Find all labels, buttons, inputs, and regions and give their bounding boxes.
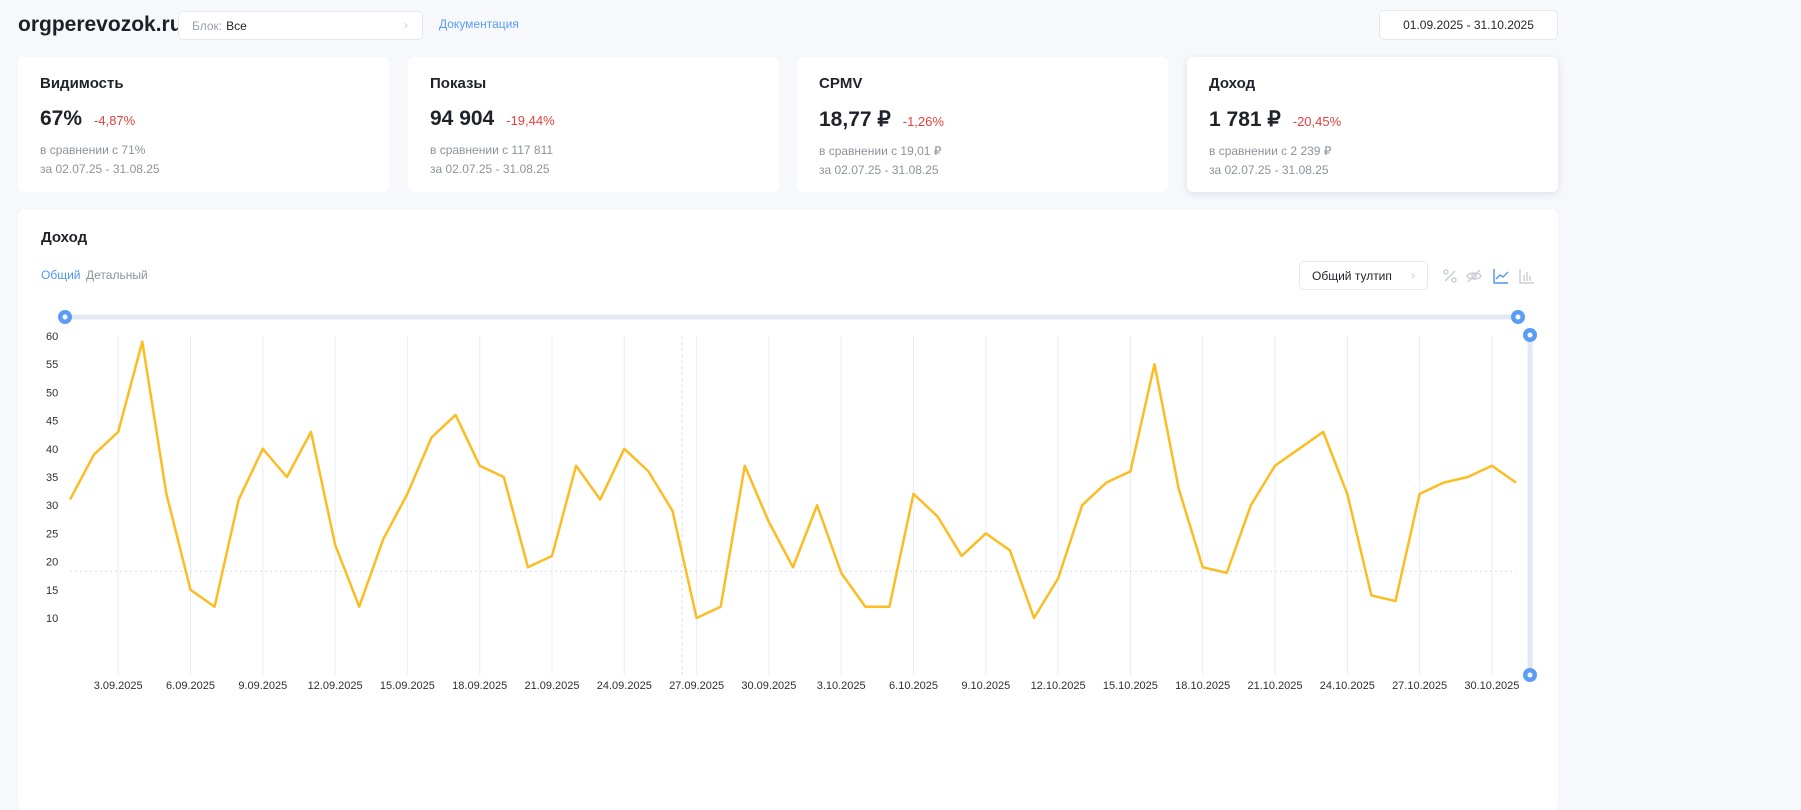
x-tick-label: 24.10.2025 xyxy=(1320,680,1375,692)
y-tick-label: 40 xyxy=(46,444,58,456)
x-tick-label: 30.10.2025 xyxy=(1464,680,1519,692)
handle-dot xyxy=(1515,314,1521,320)
metric-period: за 02.07.25 - 31.08.25 xyxy=(430,162,550,176)
metric-period: за 02.07.25 - 31.08.25 xyxy=(819,163,939,177)
eye-off-icon[interactable] xyxy=(1466,268,1482,284)
tab-general[interactable]: Общий xyxy=(41,268,81,282)
line-chart-icon[interactable] xyxy=(1493,268,1509,284)
x-tick-label: 3.10.2025 xyxy=(817,680,866,692)
y-tick-label: 35 xyxy=(46,472,58,484)
revenue-series-line xyxy=(68,340,1517,620)
metric-title: Видимость xyxy=(40,75,124,92)
metric-card[interactable]: Доход 1 781 ₽ -20,45% в сравнении с 2 239… xyxy=(1187,57,1558,192)
metric-card[interactable]: Показы 94 904 -19,44% в сравнении с 117 8… xyxy=(408,57,779,192)
metric-period: за 02.07.25 - 31.08.25 xyxy=(40,162,160,176)
tooltip-mode-value: Общий тултип xyxy=(1312,269,1392,283)
handle-dot xyxy=(62,314,68,320)
bar-chart-icon[interactable] xyxy=(1519,268,1535,284)
tooltip-mode-select[interactable]: Общий тултип › xyxy=(1299,261,1428,290)
x-tick-label: 15.10.2025 xyxy=(1103,680,1158,692)
chevron-right-icon: › xyxy=(1411,268,1415,282)
block-select[interactable]: Блок: Все › xyxy=(178,11,423,40)
y-tick-label: 50 xyxy=(46,387,58,399)
metric-compare: в сравнении с 2 239 ₽ xyxy=(1209,144,1332,158)
metric-compare: в сравнении с 117 811 xyxy=(430,143,554,157)
tab-detailed[interactable]: Детальный xyxy=(86,268,148,282)
y-tick-label: 55 xyxy=(46,359,58,371)
percent-icon[interactable] xyxy=(1442,268,1458,284)
x-tick-label: 30.09.2025 xyxy=(741,680,796,692)
x-tick-label: 15.09.2025 xyxy=(380,680,435,692)
x-tick-label: 12.09.2025 xyxy=(308,680,363,692)
metric-compare: в сравнении с 71% xyxy=(40,143,146,157)
x-tick-label: 24.09.2025 xyxy=(597,680,652,692)
site-title: orgperevozok.ru xyxy=(18,13,183,36)
y-tick-label: 15 xyxy=(46,585,58,597)
metric-value: 67% xyxy=(40,107,83,130)
revenue-line-chart: 3.09.2025 6.09.2025 9.09.2025 12.09.2025 15.… xyxy=(46,310,1537,692)
x-tick-label: 12.10.2025 xyxy=(1031,680,1086,692)
metric-value: 18,77 ₽ xyxy=(819,108,891,131)
x-tick-label: 9.09.2025 xyxy=(238,680,287,692)
x-tick-label: 6.09.2025 xyxy=(166,680,215,692)
metric-card[interactable]: Видимость 67% -4,87% в сравнении с 71% за … xyxy=(18,57,389,192)
metric-delta: -1,26% xyxy=(902,114,944,129)
date-range-picker[interactable]: 01.09.2025 - 31.10.2025 xyxy=(1379,10,1558,40)
y-tick-label: 20 xyxy=(46,557,58,569)
metric-delta: -4,87% xyxy=(94,113,136,128)
metric-value: 1 781 ₽ xyxy=(1209,108,1281,131)
x-tick-label: 18.10.2025 xyxy=(1175,680,1230,692)
chevron-right-icon: › xyxy=(404,18,408,32)
chart-title: Доход xyxy=(41,229,88,246)
handle-dot xyxy=(1527,332,1533,338)
y-tick-label: 10 xyxy=(46,613,58,625)
y-tick-label: 30 xyxy=(46,500,58,512)
metric-card[interactable]: CPMV 18,77 ₽ -1,26% в сравнении с 19,01 ₽… xyxy=(797,57,1168,192)
metric-delta: -20,45% xyxy=(1292,114,1342,129)
metric-value: 94 904 xyxy=(430,107,495,130)
metric-title: Показы xyxy=(430,75,487,92)
x-tick-label: 3.09.2025 xyxy=(94,680,143,692)
metric-compare: в сравнении с 19,01 ₽ xyxy=(819,144,942,158)
x-tick-label: 27.10.2025 xyxy=(1392,680,1447,692)
x-tick-label: 18.09.2025 xyxy=(452,680,507,692)
metric-title: Доход xyxy=(1209,75,1256,92)
handle-dot xyxy=(1527,672,1533,678)
documentation-link[interactable]: Документация xyxy=(439,17,519,31)
metric-delta: -19,44% xyxy=(506,113,555,128)
block-label: Блок: xyxy=(192,19,223,33)
y-tick-label: 60 xyxy=(46,331,58,343)
x-tick-label: 21.10.2025 xyxy=(1247,680,1302,692)
block-value: Все xyxy=(226,19,247,33)
metric-title: CPMV xyxy=(819,75,863,92)
x-tick-label: 9.10.2025 xyxy=(961,680,1010,692)
y-tick-label: 45 xyxy=(46,416,58,428)
revenue-chart-card: Доход Общий Детальный Общий тултип › 3.09… xyxy=(18,210,1558,810)
x-tick-label: 27.09.2025 xyxy=(669,680,724,692)
x-tick-label: 21.09.2025 xyxy=(524,680,579,692)
metric-period: за 02.07.25 - 31.08.25 xyxy=(1209,163,1329,177)
x-tick-label: 6.10.2025 xyxy=(889,680,938,692)
y-tick-label: 25 xyxy=(46,528,58,540)
